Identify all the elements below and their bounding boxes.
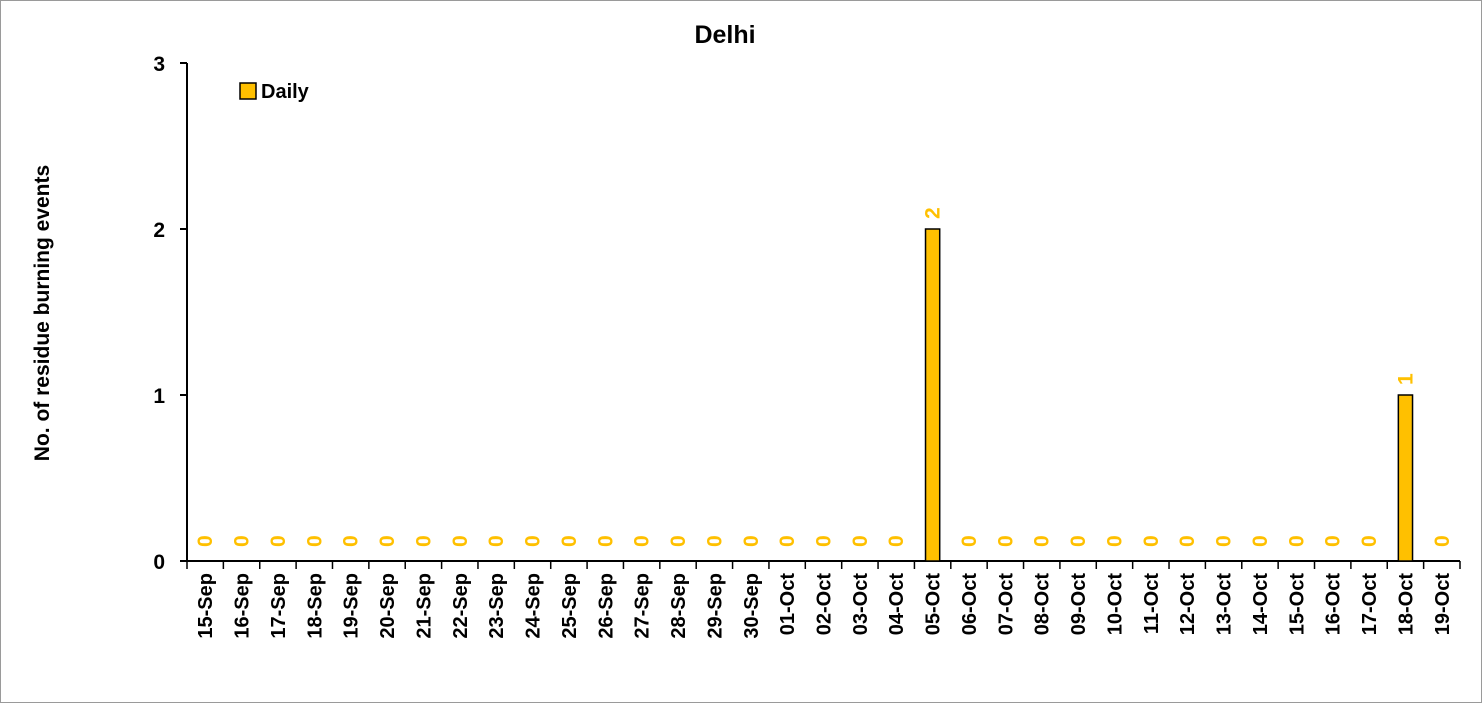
x-tick-label: 29-Sep [704,573,726,639]
y-axis-label: No. of residue burning events [31,165,54,461]
x-tick-label: 05-Oct [923,573,945,636]
data-label-02-Oct: 0 [813,535,836,547]
x-tick-label: 17-Sep [268,573,290,639]
x-tick-label: 17-Oct [1359,573,1381,636]
data-label-15-Sep: 0 [194,535,217,547]
x-tick-label: 10-Oct [1104,573,1126,636]
data-label-11-Oct: 0 [1140,535,1163,547]
data-label-19-Sep: 0 [340,535,363,547]
data-label-21-Sep: 0 [412,535,435,547]
data-label-23-Sep: 0 [485,535,508,547]
data-label-29-Sep: 0 [703,535,726,547]
x-tick-label: 30-Sep [741,573,763,639]
x-tick-label: 04-Oct [886,573,908,636]
chart-title: Delhi [694,21,755,49]
bar-daily-05-Oct [924,228,941,562]
x-tick-label: 18-Sep [304,573,326,639]
x-tick-label: 18-Oct [1395,573,1417,636]
y-tick-label: 0 [153,551,165,574]
x-tick-label: 03-Oct [850,573,872,636]
data-labels: 0 0 0 0 0 0 0 0 0 0 0 0 0 0 0 0 0 0 0 0 2 0 0 0 0 0 0 0 0 0 0 0 0 1 0 [194,207,1454,547]
legend: Daily [239,81,310,103]
data-label-15-Oct: 0 [1285,535,1308,547]
x-tick-label: 20-Sep [377,573,399,639]
data-label-24-Sep: 0 [522,535,545,547]
data-label-17-Sep: 0 [267,535,290,547]
data-label-30-Sep: 0 [740,535,763,547]
data-label-10-Oct: 0 [1103,535,1126,547]
y-tick-label: 1 [153,385,165,408]
data-label-01-Oct: 0 [776,535,799,547]
data-label-13-Oct: 0 [1213,535,1236,547]
y-tick-label: 3 [153,53,165,76]
x-tick-label: 13-Oct [1214,573,1236,636]
x-tick-label: 11-Oct [1141,573,1163,634]
data-label-27-Sep: 0 [631,535,654,547]
x-tick-label: 14-Oct [1250,573,1272,636]
x-tick-label: 08-Oct [1032,573,1054,636]
data-label-05-Oct: 2 [922,207,945,219]
legend-swatch-daily [239,82,257,100]
x-tick-label: 15-Sep [195,573,217,639]
x-tick-label: 15-Oct [1286,573,1308,636]
data-label-18-Oct: 1 [1394,373,1417,385]
x-tick-label: 19-Sep [341,573,363,639]
x-tick-label: 06-Oct [959,573,981,636]
x-tick-label: 28-Sep [668,573,690,639]
x-tick-label: 23-Sep [486,573,508,639]
data-label-04-Oct: 0 [885,535,908,547]
data-label-14-Oct: 0 [1249,535,1272,547]
x-tick-label: 21-Sep [413,573,435,639]
data-label-16-Sep: 0 [231,535,254,547]
bar-daily-18-Oct [1397,394,1414,562]
data-label-22-Sep: 0 [449,535,472,547]
data-label-26-Sep: 0 [594,535,617,547]
x-tick-label: 22-Sep [450,573,472,639]
data-label-06-Oct: 0 [958,535,981,547]
legend-label-daily: Daily [261,81,310,103]
data-label-20-Sep: 0 [376,535,399,547]
data-label-03-Oct: 0 [849,535,872,547]
x-tick-label: 25-Sep [559,573,581,639]
x-tick-label: 24-Sep [523,573,545,639]
x-tick-label: 16-Sep [232,573,254,639]
x-axis: 15-Sep 16-Sep 17-Sep 18-Sep 19-Sep 20-Sep 21-S… [186,560,1461,639]
x-tick-label: 27-Sep [632,573,654,639]
data-label-12-Oct: 0 [1176,535,1199,547]
x-tick-label: 12-Oct [1177,573,1199,636]
data-label-17-Oct: 0 [1358,535,1381,547]
data-label-19-Oct: 0 [1431,535,1454,547]
data-label-18-Sep: 0 [303,535,326,547]
y-tick-label: 2 [153,219,165,242]
x-tick-label: 26-Sep [595,573,617,639]
x-tick-label: 02-Oct [814,573,836,636]
bars [924,228,1414,562]
x-tick-label: 07-Oct [995,573,1017,636]
data-label-16-Oct: 0 [1322,535,1345,547]
data-label-07-Oct: 0 [994,535,1017,547]
data-label-25-Sep: 0 [558,535,581,547]
data-label-09-Oct: 0 [1067,535,1090,547]
x-tick-label: 19-Oct [1432,573,1454,636]
x-tick-label: 09-Oct [1068,573,1090,636]
data-label-28-Sep: 0 [667,535,690,547]
y-axis: 0 1 2 3 [153,53,188,574]
x-tick-label: 01-Oct [777,573,799,636]
x-tick-label: 16-Oct [1323,573,1345,636]
data-label-08-Oct: 0 [1031,535,1054,547]
